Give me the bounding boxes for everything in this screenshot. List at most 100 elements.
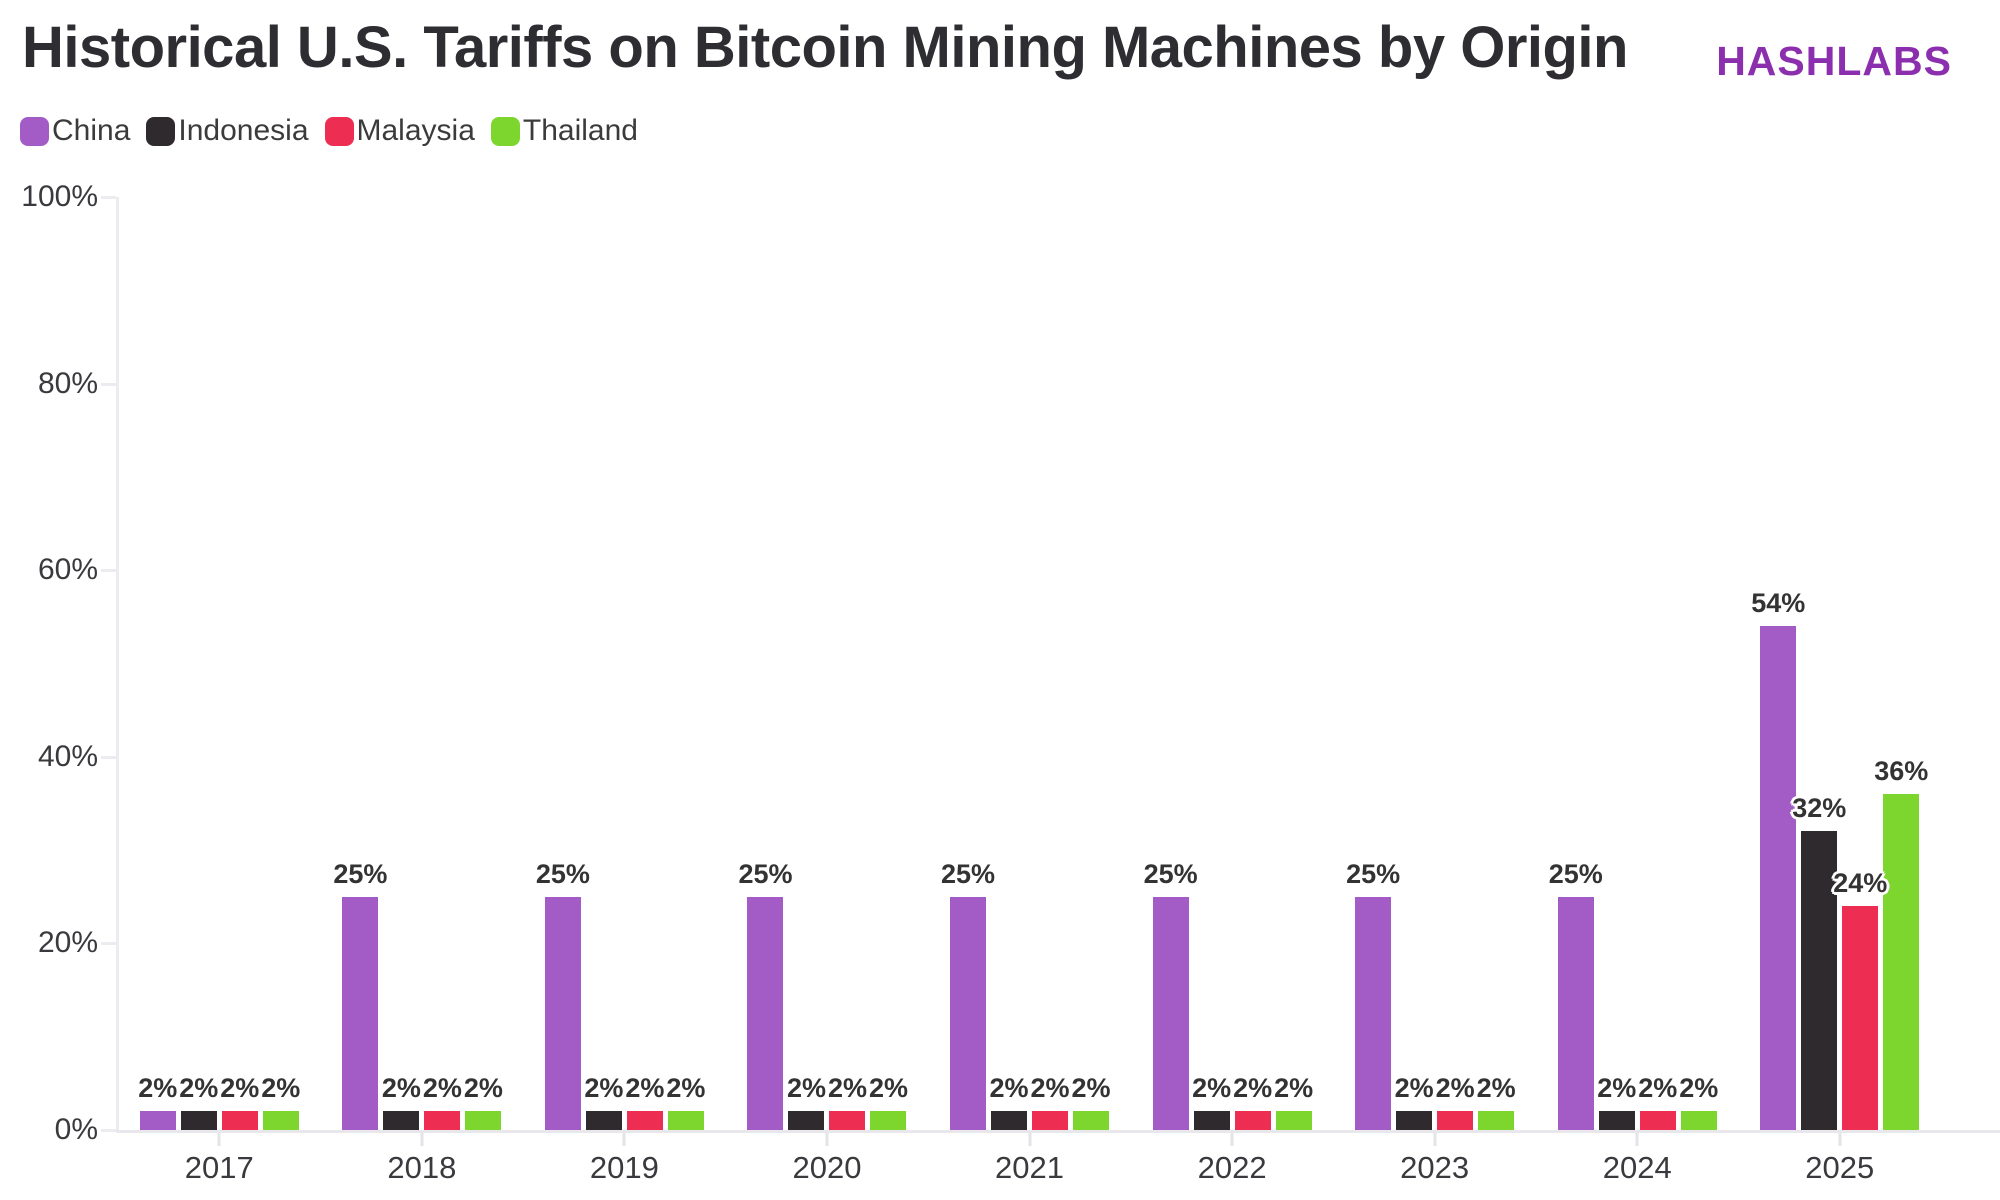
bar-value-label: 2% <box>1274 1073 1314 1103</box>
bar-value-label: 2% <box>1476 1073 1516 1103</box>
bar-china <box>1760 626 1797 1130</box>
bar-col-indonesia-2019: 2% <box>584 1073 623 1130</box>
bar-value-label: 2% <box>666 1073 706 1103</box>
bar-value-label: 2% <box>827 1073 867 1103</box>
x-axis-label: 2019 <box>589 1150 659 1185</box>
bar-thailand <box>1883 794 1920 1130</box>
bar-col-indonesia-2023: 2% <box>1394 1073 1434 1130</box>
legend-swatch-icon <box>20 116 49 146</box>
bar-thailand <box>262 1111 299 1130</box>
bar-thailand <box>1275 1111 1312 1130</box>
bar-value-label: 2% <box>868 1073 908 1103</box>
bar-col-china-2021: 25% <box>941 859 995 1130</box>
bar-thailand <box>1680 1111 1717 1130</box>
bar-col-indonesia-2018: 2% <box>381 1073 421 1130</box>
bar-indonesia <box>383 1111 420 1130</box>
bar-col-malaysia-2018: 2% <box>423 1073 462 1130</box>
page-title: Historical U.S. Tariffs on Bitcoin Minin… <box>22 15 1628 80</box>
bar-malaysia <box>626 1111 663 1130</box>
bar-col-indonesia-2022: 2% <box>1192 1073 1231 1130</box>
bar-value-label: 2% <box>989 1073 1029 1103</box>
x-axis-label: 2024 <box>1602 1150 1672 1185</box>
bar-thailand <box>1073 1111 1110 1130</box>
x-axis-tick <box>1433 1133 1437 1146</box>
bar-col-indonesia-2025: 32% <box>1792 793 1846 1130</box>
bar-value-label: 2% <box>1679 1073 1719 1103</box>
bar-col-china-2023: 25% <box>1346 859 1400 1130</box>
x-axis-label: 2020 <box>792 1150 862 1185</box>
bar-indonesia <box>585 1111 622 1130</box>
bar-value-label: 2% <box>1233 1073 1273 1103</box>
legend-item-thailand: Thailand <box>490 114 638 148</box>
bar-value-label: 2% <box>1638 1073 1678 1103</box>
bar-col-malaysia-2022: 2% <box>1233 1073 1273 1130</box>
plot-area: 2% 2% 2% 2% 2017 25% 2% 2% 2% 2018 25% 2% 2% 2% 2019 25… <box>118 197 1941 1185</box>
bar-indonesia <box>788 1111 825 1130</box>
bar-col-china-2025: 54% <box>1751 588 1805 1130</box>
bar-col-indonesia-2021: 2% <box>989 1073 1029 1130</box>
bar-col-indonesia-2024: 2% <box>1597 1073 1637 1130</box>
legend-label: Thailand <box>522 114 638 147</box>
bar-col-malaysia-2025: 24% <box>1833 868 1887 1130</box>
x-axis-tick <box>825 1133 829 1146</box>
x-axis-label: 2023 <box>1400 1150 1470 1185</box>
bar-china <box>544 897 581 1130</box>
legend-item-china: China <box>20 114 130 148</box>
bar-value-label: 2% <box>463 1073 503 1103</box>
bar-value-label: 25% <box>738 859 793 889</box>
bar-china <box>139 1111 176 1130</box>
bar-value-label: 25% <box>333 859 388 889</box>
bar-col-china-2024: 25% <box>1549 859 1603 1130</box>
x-axis-label: 2021 <box>995 1150 1065 1185</box>
bar-indonesia <box>1598 1111 1635 1130</box>
bar-value-label: 2% <box>381 1073 421 1103</box>
legend-item-malaysia: Malaysia <box>324 114 475 148</box>
bar-group-2019: 25% 2% 2% 2% 2019 <box>523 197 726 1185</box>
y-axis-tick <box>101 382 116 386</box>
y-axis-tick <box>101 755 116 759</box>
bar-group-2020: 25% 2% 2% 2% 2020 <box>726 197 929 1185</box>
bar-group-2017: 2% 2% 2% 2% 2017 <box>118 197 321 1185</box>
bar-malaysia <box>1842 906 1879 1130</box>
bar-value-label: 2% <box>625 1073 665 1103</box>
bar-col-china-2019: 25% <box>536 859 590 1130</box>
bar-indonesia <box>991 1111 1028 1130</box>
legend-swatch-icon <box>324 116 354 146</box>
y-axis-tick <box>101 569 116 573</box>
bar-group-2021: 25% 2% 2% 2% 2021 <box>928 197 1131 1185</box>
bar-col-china-2018: 25% <box>333 859 387 1130</box>
bar-value-label: 54% <box>1751 588 1806 618</box>
bar-col-thailand-2020: 2% <box>868 1073 908 1130</box>
bar-col-malaysia-2023: 2% <box>1436 1073 1475 1130</box>
bar-value-label: 2% <box>1030 1073 1070 1103</box>
y-axis-tick <box>101 1129 116 1132</box>
bar-china <box>1355 897 1392 1130</box>
bar-indonesia <box>1801 831 1838 1130</box>
y-axis-tick <box>101 942 116 946</box>
y-axis-tick <box>101 196 116 199</box>
bar-china <box>1557 897 1594 1130</box>
bar-value-label: 24% <box>1833 868 1888 898</box>
bar-col-thailand-2023: 2% <box>1476 1073 1516 1130</box>
bar-value-label: 2% <box>1394 1073 1434 1103</box>
bar-indonesia <box>180 1111 217 1130</box>
bar-value-label: 2% <box>1071 1073 1111 1103</box>
bar-value-label: 36% <box>1874 756 1929 786</box>
x-axis-tick <box>1838 1133 1842 1146</box>
y-axis-label: 60% <box>37 553 98 587</box>
x-axis-label: 2018 <box>387 1150 457 1185</box>
bar-col-malaysia-2024: 2% <box>1638 1073 1678 1130</box>
bar-thailand <box>870 1111 907 1130</box>
bar-group-2024: 25% 2% 2% 2% 2024 <box>1536 197 1739 1185</box>
legend-swatch-icon <box>146 116 176 146</box>
legend-label: China <box>52 114 131 147</box>
bar-col-thailand-2017: 2% <box>261 1073 300 1130</box>
bar-value-label: 2% <box>1597 1073 1637 1103</box>
bar-malaysia <box>424 1111 461 1130</box>
bar-value-label: 2% <box>179 1073 219 1103</box>
bar-malaysia <box>221 1111 258 1130</box>
y-axis-label: 80% <box>37 366 98 400</box>
bar-group-2018: 25% 2% 2% 2% 2018 <box>321 197 524 1185</box>
x-axis-tick <box>1635 1133 1639 1146</box>
bar-value-label: 2% <box>138 1073 178 1103</box>
